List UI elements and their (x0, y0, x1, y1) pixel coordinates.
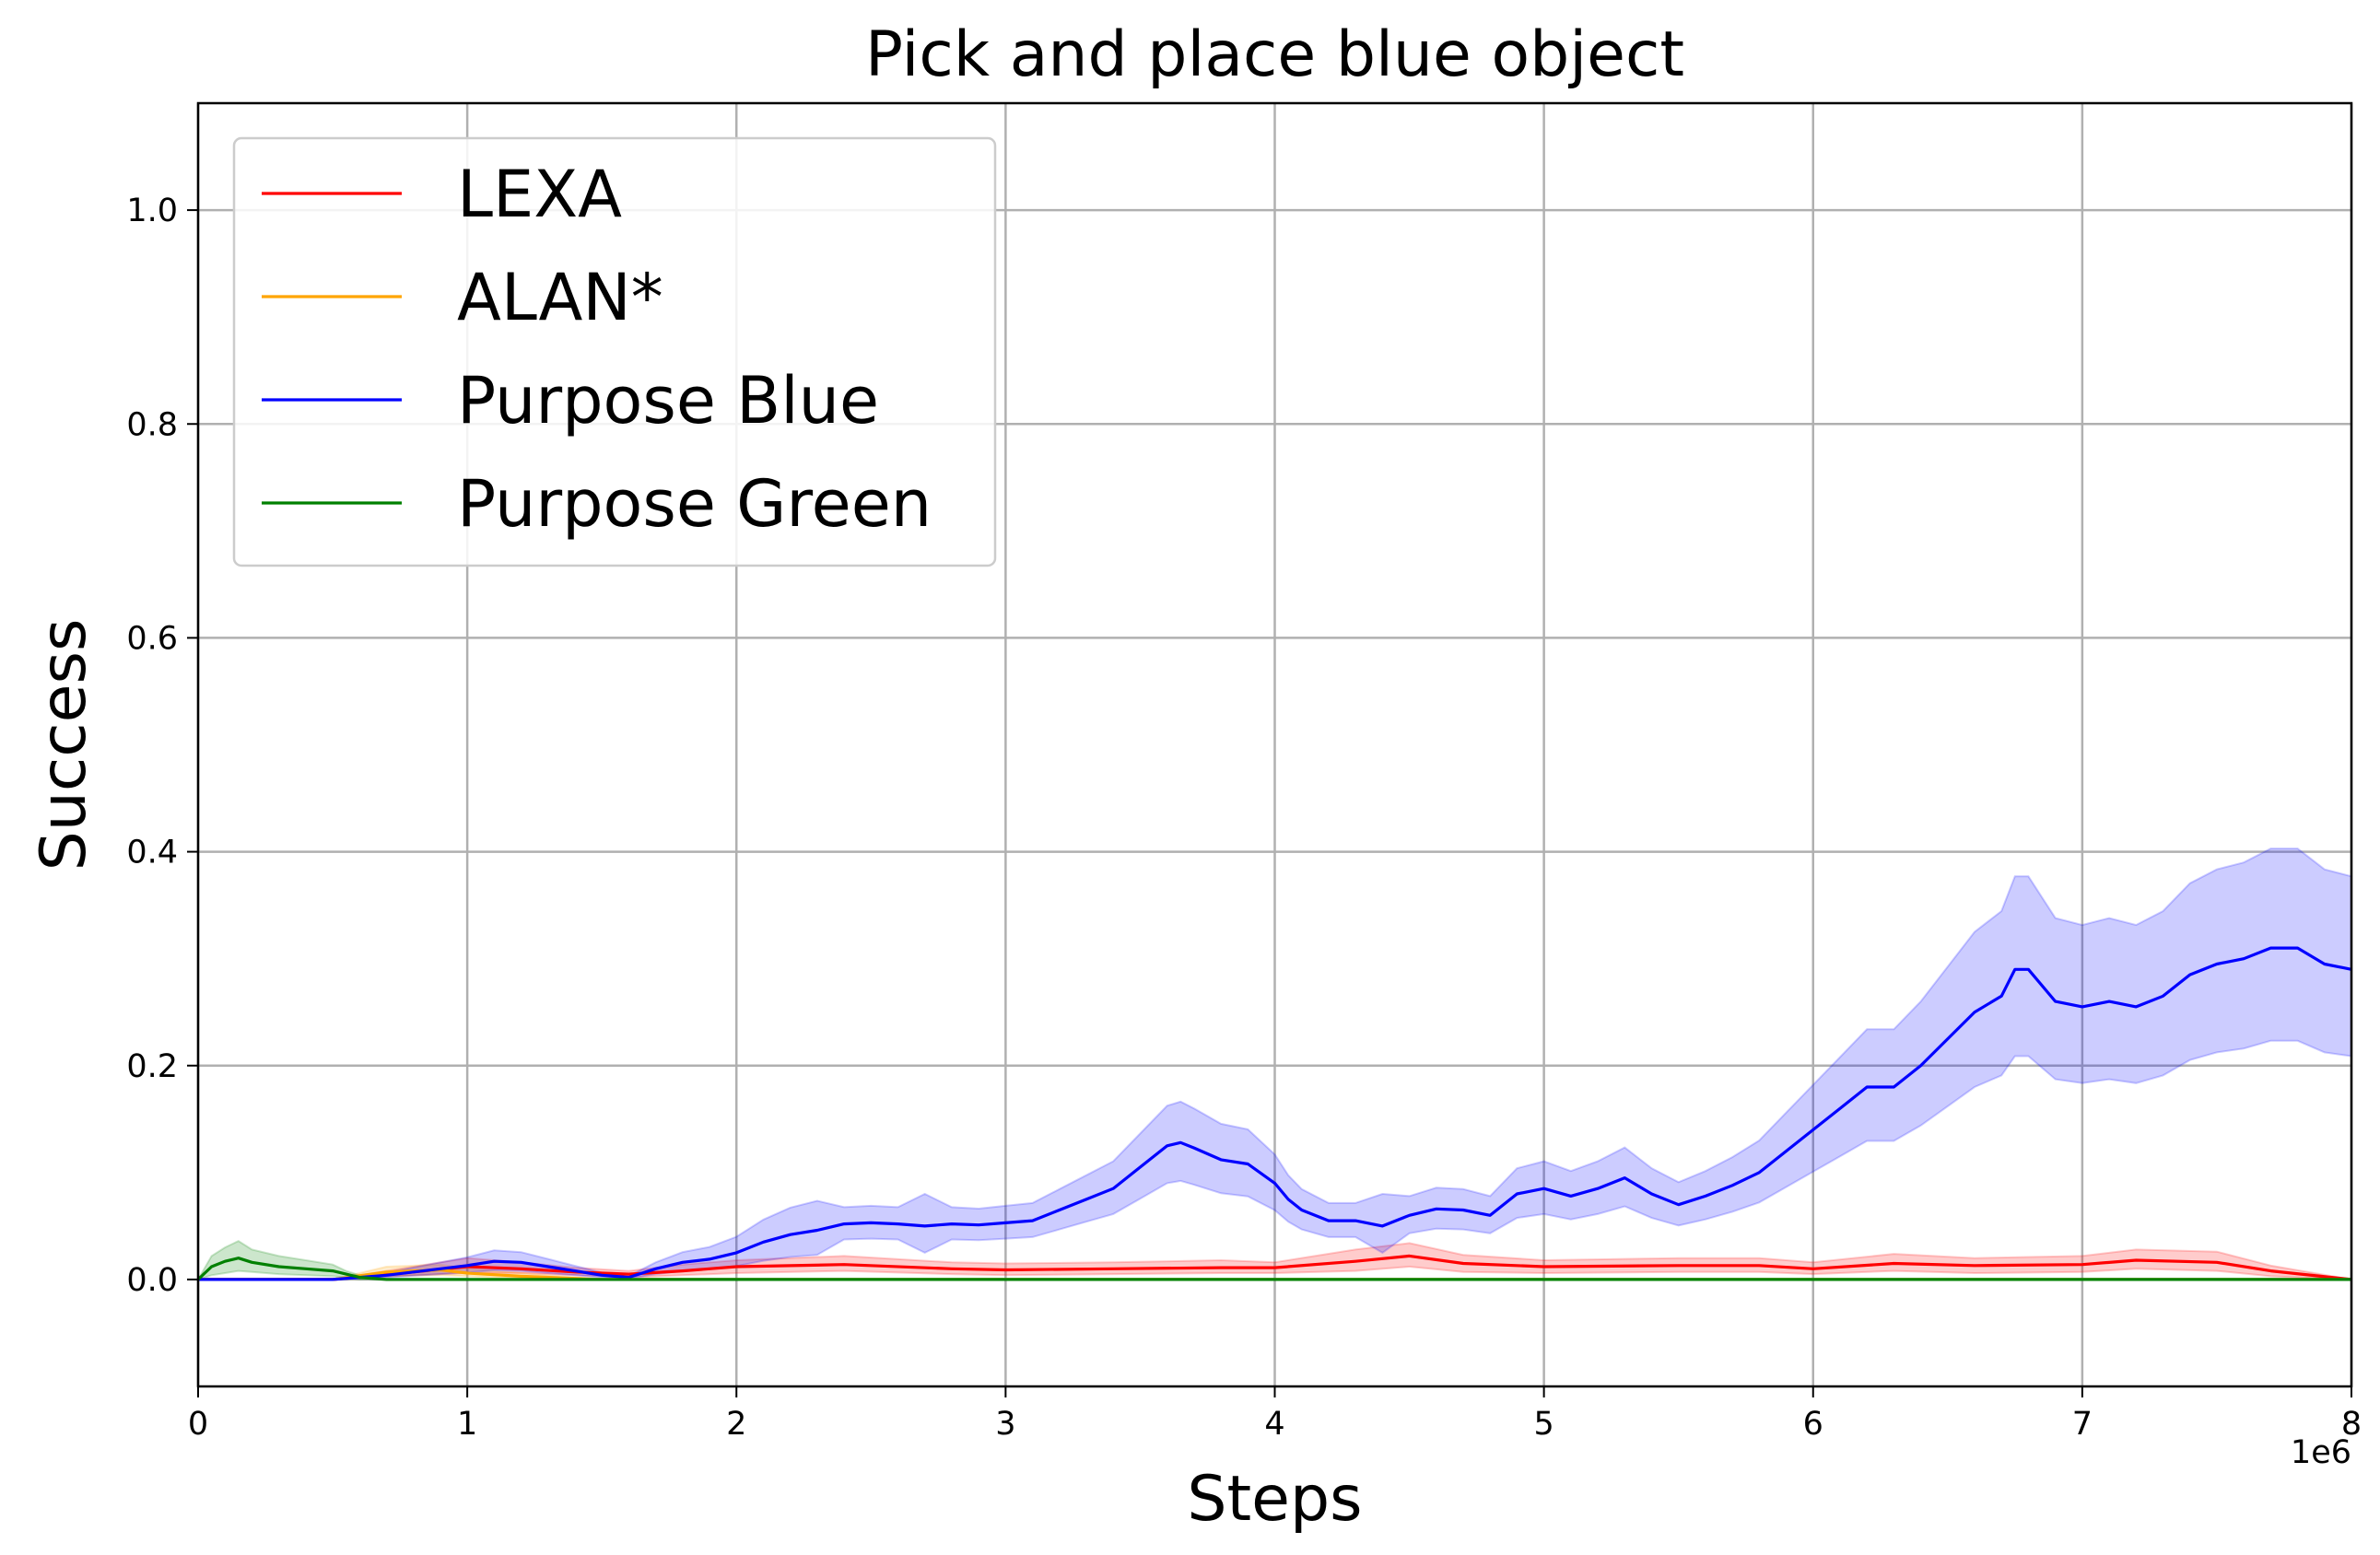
series-line-purpose-blue (198, 946, 2352, 1281)
legend-label-lexa: LEXA (457, 157, 622, 232)
band-purpose-green (195, 1239, 2351, 1281)
x-axis-ticks: 0 1 2 3 4 5 6 7 8 (188, 1386, 2362, 1443)
y-tick-label: 0.8 (126, 406, 178, 443)
legend-label-alan: ALAN* (457, 260, 663, 335)
legend-label-purpose-blue: Purpose Blue (457, 363, 879, 438)
y-tick-label: 0.2 (126, 1048, 178, 1085)
legend: LEXA ALAN* Purpose Blue Purpose Green (232, 136, 997, 567)
legend-box (232, 136, 997, 567)
x-axis-label: Steps (1187, 1463, 1362, 1536)
y-tick-label: 1.0 (126, 193, 178, 229)
y-axis-label: Success (28, 619, 100, 871)
series-line-lexa (198, 1254, 2352, 1281)
x-tick-label: 4 (1264, 1406, 1284, 1443)
chart-title: Pick and place blue object (865, 18, 1684, 91)
legend-label-purpose-green: Purpose Green (457, 466, 932, 542)
x-tick-label: 2 (726, 1406, 746, 1443)
y-tick-label: 0.4 (126, 835, 178, 871)
y-axis-ticks: 0.0 0.2 0.4 0.6 0.8 1.0 (126, 193, 198, 1299)
x-tick-label: 0 (188, 1406, 208, 1443)
series-lines (196, 946, 2352, 1281)
x-tick-label: 8 (2341, 1406, 2362, 1443)
x-tick-label: 5 (1533, 1406, 1553, 1443)
x-tick-label: 1 (457, 1406, 477, 1443)
y-tick-label: 0.6 (126, 620, 178, 657)
band-alan (198, 1263, 2351, 1280)
x-tick-label: 7 (2072, 1406, 2093, 1443)
series-line-purpose-green (196, 1257, 2351, 1281)
x-tick-label: 3 (995, 1406, 1015, 1443)
y-tick-label: 0.0 (126, 1262, 178, 1299)
x-axis-scale-label: 1e6 (2291, 1434, 2351, 1471)
x-tick-label: 6 (1803, 1406, 1823, 1443)
